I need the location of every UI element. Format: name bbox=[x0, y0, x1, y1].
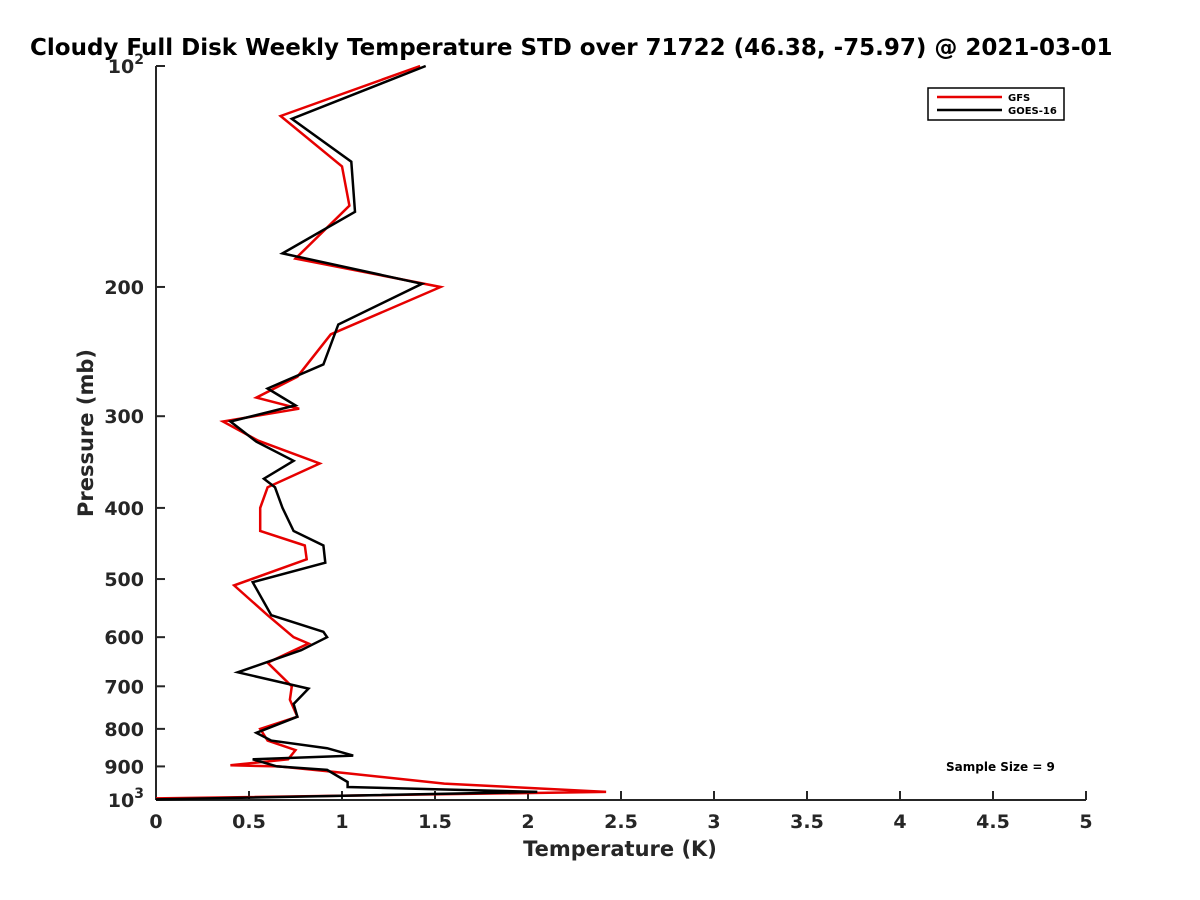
y-tick-label: 500 bbox=[104, 569, 144, 591]
legend: GFS GOES-16 bbox=[927, 87, 1065, 121]
x-tick-label: 2 bbox=[521, 811, 534, 833]
y-tick-label: 102 bbox=[108, 52, 144, 78]
series-line-goes-16 bbox=[155, 64, 538, 801]
chart-title: Cloudy Full Disk Weekly Temperature STD … bbox=[30, 35, 1113, 61]
x-tick-label: 5 bbox=[1079, 811, 1092, 833]
x-tick-label: 2.5 bbox=[604, 811, 638, 833]
x-tick-label: 4 bbox=[893, 811, 906, 833]
sample-size-annotation: Sample Size = 9 bbox=[946, 760, 1055, 774]
plot-area: 0 0.5 1 1.5 2 2.5 3 3.5 4 4.5 5 102 200 300 400 500 600 7… bbox=[104, 52, 1092, 833]
x-tick-label: 0.5 bbox=[232, 811, 266, 833]
x-tick-label: 4.5 bbox=[976, 811, 1010, 833]
legend-box bbox=[927, 87, 1065, 121]
x-tick-label: 1 bbox=[335, 811, 348, 833]
y-tick-label: 200 bbox=[104, 277, 144, 299]
y-tick-label: 600 bbox=[104, 627, 144, 649]
x-tick-label: 3.5 bbox=[790, 811, 824, 833]
series-line-gfs bbox=[155, 64, 607, 800]
x-tick-label: 1.5 bbox=[418, 811, 452, 833]
x-tick-label: 3 bbox=[707, 811, 720, 833]
legend-label: GFS bbox=[1008, 93, 1030, 104]
legend-label: GOES-16 bbox=[1008, 106, 1057, 117]
y-tick-label: 700 bbox=[104, 676, 144, 698]
x-axis-label: Temperature (K) bbox=[523, 837, 717, 861]
y-axis-label: Pressure (mb) bbox=[74, 349, 98, 517]
x-tick-label: 0 bbox=[149, 811, 162, 833]
y-tick-label: 800 bbox=[104, 719, 144, 741]
y-tick-label: 400 bbox=[104, 498, 144, 520]
y-tick-label: 103 bbox=[108, 786, 144, 812]
y-tick-label: 300 bbox=[104, 406, 144, 428]
y-tick-label: 900 bbox=[104, 756, 144, 778]
